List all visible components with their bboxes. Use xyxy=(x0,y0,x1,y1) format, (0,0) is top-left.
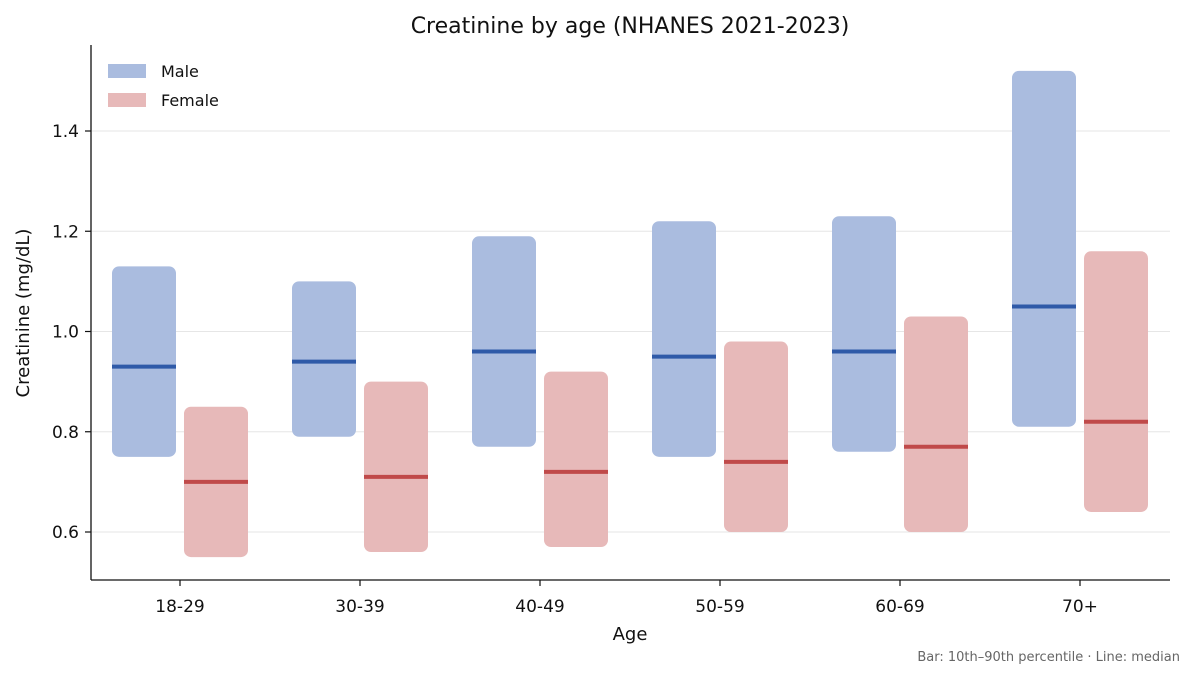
x-tick-label: 40-49 xyxy=(515,597,564,617)
x-tick-label: 70+ xyxy=(1062,597,1098,617)
bar-female xyxy=(904,316,968,532)
bar-female xyxy=(724,341,788,532)
bar-male xyxy=(472,236,536,447)
footnote: Bar: 10th–90th percentile · Line: median xyxy=(917,650,1180,665)
bar-female xyxy=(1084,251,1148,512)
bar-male xyxy=(112,266,176,457)
y-tick-label: 1.4 xyxy=(52,122,79,142)
x-tick-label: 30-39 xyxy=(335,597,384,617)
bar-male xyxy=(1012,70,1076,427)
bar-male xyxy=(832,216,896,452)
axes xyxy=(90,45,1170,581)
y-tick-label: 0.8 xyxy=(52,423,79,443)
chart-title: Creatinine by age (NHANES 2021-2023) xyxy=(411,14,850,39)
y-tick-label: 1.2 xyxy=(52,222,79,242)
legend-label-female: Female xyxy=(161,91,219,110)
legend-label-male: Male xyxy=(161,62,199,81)
y-ticks: 0.6 0.8 1.0 1.2 1.4 xyxy=(52,122,91,543)
y-tick-label: 0.6 xyxy=(52,523,79,543)
y-tick-label: 1.0 xyxy=(52,323,79,343)
legend-swatch-female xyxy=(108,93,146,107)
bar-male xyxy=(292,281,356,437)
x-axis-title: Age xyxy=(613,624,648,645)
x-tick-label: 50-59 xyxy=(695,597,744,617)
legend: Male Female xyxy=(108,62,219,110)
x-tick-label: 60-69 xyxy=(875,597,924,617)
bars-layer xyxy=(112,70,1148,558)
x-ticks: 18-29 30-39 40-49 50-59 60-69 70+ xyxy=(155,580,1098,617)
x-tick-label: 18-29 xyxy=(155,597,204,617)
gridlines xyxy=(91,130,1170,533)
bar-female xyxy=(544,371,608,548)
legend-swatch-male xyxy=(108,64,146,78)
y-axis-title: Creatinine (mg/dL) xyxy=(13,229,34,398)
bar-female xyxy=(364,381,428,553)
bar-male xyxy=(652,221,716,457)
